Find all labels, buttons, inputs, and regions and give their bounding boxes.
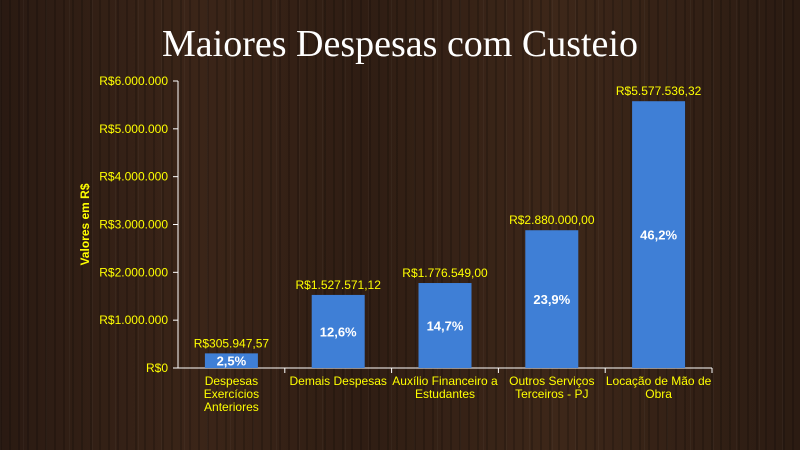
category-label: Locação de Mão de (606, 374, 712, 388)
chart-title: Maiores Despesas com Custeio (162, 23, 638, 65)
value-label: R$305.947,57 (194, 336, 270, 350)
percent-label: 46,2% (640, 228, 677, 243)
y-tick-label: R$3.000.000 (99, 218, 168, 232)
bar (632, 101, 686, 368)
y-tick-label: R$4.000.000 (99, 170, 168, 184)
y-tick-label: R$6.000.000 (99, 74, 168, 88)
bar (418, 283, 472, 368)
category-label: Auxílio Financeiro a (392, 374, 498, 388)
labels: R$305.947,57 2,5% DespesasExercíciosAnteri… (194, 84, 712, 414)
percent-label: 12,6% (320, 324, 357, 339)
y-axis: R$0 R$1.000.000 R$2.000.000 R$3.000.000 R$4.… (78, 74, 713, 375)
bars (204, 101, 686, 368)
y-axis-title: Valores em R$ (78, 183, 92, 265)
percent-label: 14,7% (427, 319, 464, 334)
category-label: Obra (645, 387, 672, 401)
y-tick-label: R$0 (146, 361, 168, 375)
percent-label: 23,9% (533, 292, 570, 307)
bar (525, 230, 579, 368)
category-label: Terceiros - PJ (515, 387, 588, 401)
category-label: Exercícios (204, 387, 259, 401)
value-label: R$1.527.571,12 (295, 278, 381, 292)
y-tick-label: R$2.000.000 (99, 265, 168, 279)
category-label: Estudantes (415, 387, 475, 401)
category-label: Demais Despesas (290, 374, 387, 388)
category-label: Outros Serviços (509, 374, 594, 388)
value-label: R$5.577.536,32 (616, 84, 702, 98)
category-label: Despesas (205, 374, 258, 388)
y-tick-label: R$1.000.000 (99, 313, 168, 327)
bar (311, 294, 365, 368)
category-label: Anteriores (204, 400, 259, 414)
y-tick-label: R$5.000.000 (99, 122, 168, 136)
percent-label: 2,5% (217, 354, 247, 369)
value-label: R$2.880.000,00 (509, 213, 595, 227)
bar (204, 353, 258, 368)
value-label: R$1.776.549,00 (402, 266, 488, 280)
